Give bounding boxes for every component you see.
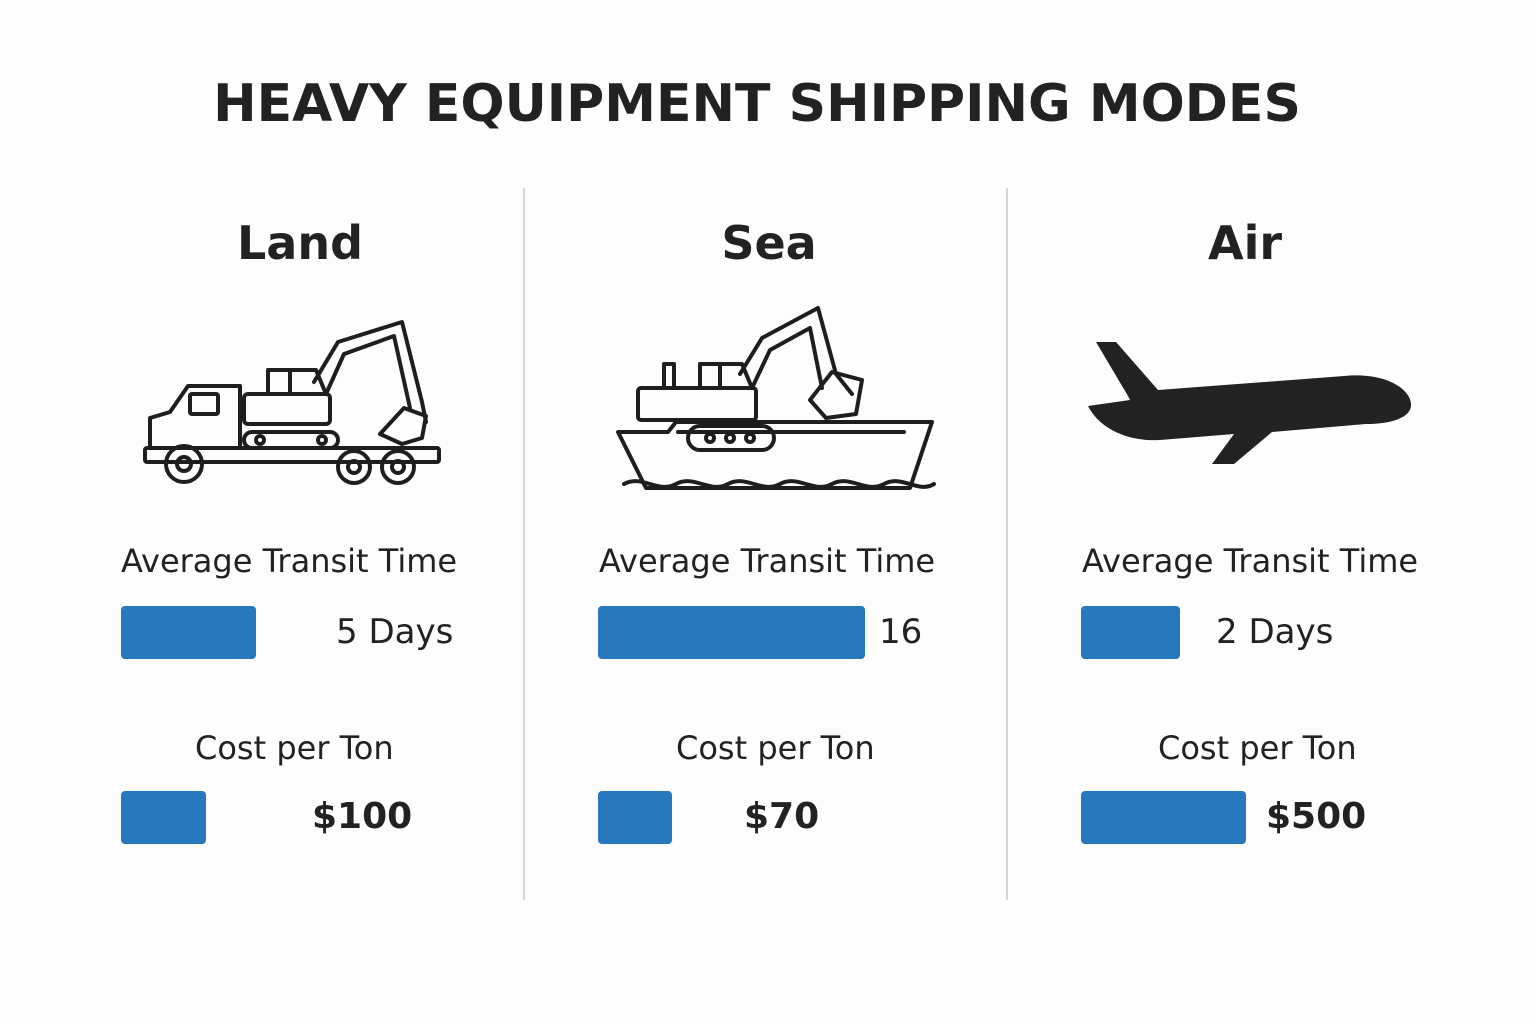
- transit-label-land: Average Transit Time: [121, 542, 458, 580]
- column-divider-1: [523, 188, 525, 900]
- page-title: HEAVY EQUIPMENT SHIPPING MODES: [213, 74, 1301, 134]
- transit-label-sea: Average Transit Time: [599, 542, 936, 580]
- mode-title-land: Land: [236, 216, 364, 270]
- cost-label-air: Cost per Ton: [1158, 729, 1357, 767]
- cost-value-land: $100: [312, 796, 413, 837]
- mode-title-air: Air: [1207, 216, 1283, 270]
- cost-value-sea: $70: [744, 796, 820, 837]
- cost-label-sea: Cost per Ton: [676, 729, 875, 767]
- transit-bar-sea: [598, 606, 865, 659]
- cost-value-air: $500: [1266, 796, 1367, 837]
- column-divider-2: [1006, 188, 1008, 900]
- truck-with-excavator-icon: [140, 312, 450, 502]
- transit-bar-air: [1081, 606, 1180, 659]
- mode-title-sea: Sea: [721, 216, 817, 270]
- cost-bar-air: [1081, 791, 1246, 844]
- cost-bar-land: [121, 791, 206, 844]
- transit-value-sea: 16: [879, 612, 923, 652]
- cost-bar-sea: [598, 791, 672, 844]
- transit-value-land: 5 Days: [336, 612, 454, 652]
- transit-label-air: Average Transit Time: [1082, 542, 1419, 580]
- cost-label-land: Cost per Ton: [195, 729, 394, 767]
- transit-value-air: 2 Days: [1216, 612, 1334, 652]
- ship-with-excavator-icon: [612, 302, 942, 502]
- airplane-icon: [1084, 338, 1416, 475]
- transit-bar-land: [121, 606, 256, 659]
